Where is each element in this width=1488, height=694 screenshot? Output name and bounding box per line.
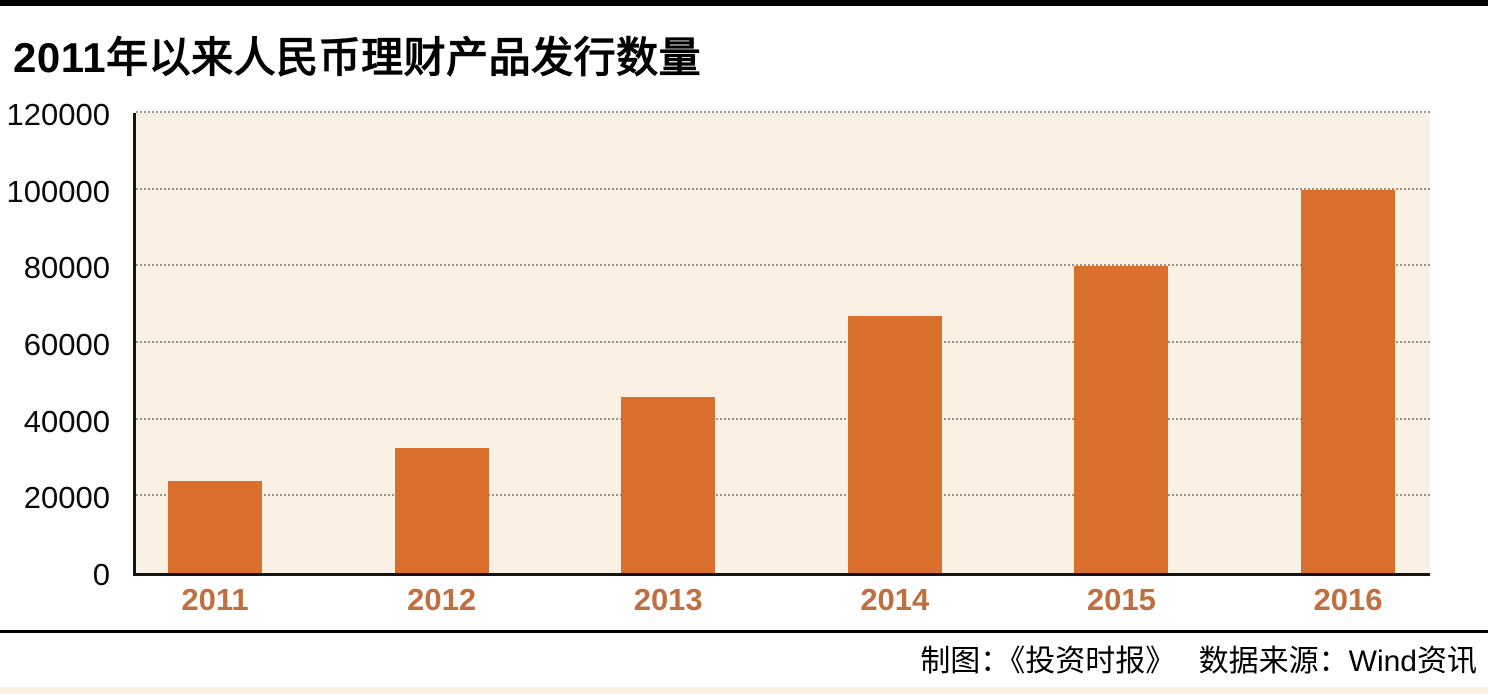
y-tick-label-20000: 20000 xyxy=(23,480,110,516)
gridline-80000 xyxy=(136,264,1430,267)
x-tick-label-2011: 2011 xyxy=(181,582,249,617)
top-border-bar xyxy=(0,0,1488,6)
y-axis-tick-labels: 0 20000 40000 60000 80000 100000 120000 xyxy=(0,98,110,592)
bar-2016 xyxy=(1301,189,1395,573)
bottom-accent-strip xyxy=(0,687,1488,694)
x-tick-label-2015: 2015 xyxy=(1086,582,1156,617)
y-tick-label-100000: 100000 xyxy=(6,173,110,209)
footer-credit: 制图：《投资时报》 数据来源：Wind资讯 xyxy=(920,645,1477,678)
gridline-100000 xyxy=(136,187,1430,190)
x-axis-labels: 2011 2012 2013 2014 2015 2016 xyxy=(136,583,1430,619)
y-tick-label-80000: 80000 xyxy=(23,250,110,286)
bar-2013 xyxy=(621,396,716,573)
x-tick-label-2013: 2013 xyxy=(633,582,703,617)
plot-area xyxy=(133,111,1430,576)
gridline-120000 xyxy=(136,111,1430,113)
x-tick-label-2014: 2014 xyxy=(860,582,930,617)
bar-2012 xyxy=(394,448,489,573)
footer-divider-line xyxy=(0,630,1488,633)
gridline-40000 xyxy=(136,417,1430,420)
x-tick-label-2016: 2016 xyxy=(1313,582,1383,617)
bar-2015 xyxy=(1074,266,1169,573)
y-tick-label-40000: 40000 xyxy=(23,403,110,439)
bar-2014 xyxy=(847,316,942,573)
y-tick-label-120000: 120000 xyxy=(6,97,110,132)
x-tick-label-2012: 2012 xyxy=(407,582,477,617)
y-tick-label-60000: 60000 xyxy=(23,327,110,362)
gridline-20000 xyxy=(136,494,1430,497)
chart-title: 2011年以来人民币理财产品发行数量 xyxy=(13,34,702,81)
bar-2011 xyxy=(168,481,262,573)
y-tick-label-0: 0 xyxy=(92,557,110,592)
gridline-60000 xyxy=(136,341,1430,343)
